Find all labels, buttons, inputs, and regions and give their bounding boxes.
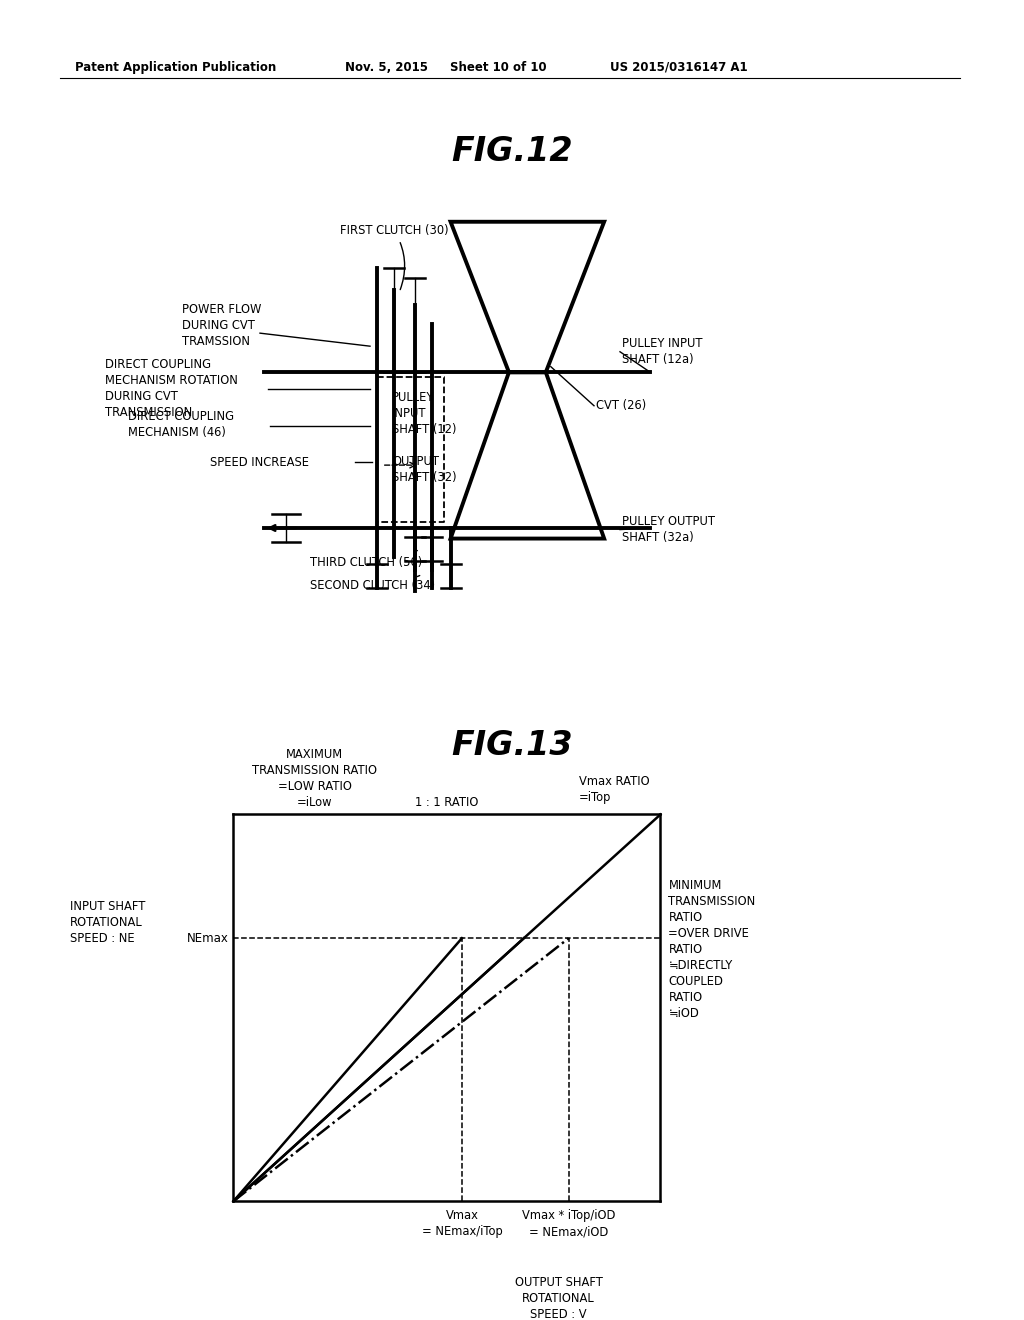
Text: DIRECT COUPLING
MECHANISM (46): DIRECT COUPLING MECHANISM (46) [128,409,234,438]
Text: FIRST CLUTCH (30): FIRST CLUTCH (30) [340,224,449,289]
Text: Sheet 10 of 10: Sheet 10 of 10 [450,61,547,74]
Text: OUTPUT SHAFT
ROTATIONAL
SPEED : V: OUTPUT SHAFT ROTATIONAL SPEED : V [515,1276,602,1320]
Text: FIG.12: FIG.12 [452,135,572,168]
Text: INPUT SHAFT
ROTATIONAL
SPEED : NE: INPUT SHAFT ROTATIONAL SPEED : NE [70,900,145,945]
Text: Nov. 5, 2015: Nov. 5, 2015 [345,61,428,74]
Text: PULLEY INPUT
SHAFT (12a): PULLEY INPUT SHAFT (12a) [622,338,702,366]
Text: Patent Application Publication: Patent Application Publication [75,61,276,74]
Text: SPEED INCREASE: SPEED INCREASE [210,455,309,469]
Text: MINIMUM
TRANSMISSION
RATIO
=OVER DRIVE
RATIO
≒DIRECTLY
COUPLED
RATIO
≒iOD: MINIMUM TRANSMISSION RATIO =OVER DRIVE R… [669,879,756,1020]
Text: NEmax: NEmax [186,932,228,945]
Text: 1 : 1 RATIO: 1 : 1 RATIO [416,796,478,809]
Text: US 2015/0316147 A1: US 2015/0316147 A1 [610,61,748,74]
Text: CVT (26): CVT (26) [596,399,646,412]
Text: OUTPUT
SHAFT (32): OUTPUT SHAFT (32) [392,454,457,483]
Text: SECOND CLUTCH (34): SECOND CLUTCH (34) [310,576,435,593]
Text: THIRD CLUTCH (50): THIRD CLUTCH (50) [310,550,422,569]
Text: POWER FLOW
DURING CVT
TRAMSSION: POWER FLOW DURING CVT TRAMSSION [182,304,261,348]
Text: Vmax * iTop/iOD
= NEmax/iOD: Vmax * iTop/iOD = NEmax/iOD [522,1209,615,1238]
Text: MAXIMUM
TRANSMISSION RATIO
=LOW RATIO
=iLow: MAXIMUM TRANSMISSION RATIO =LOW RATIO =i… [252,748,377,809]
Text: Vmax
= NEmax/iTop: Vmax = NEmax/iTop [422,1209,503,1238]
Text: PULLEY
INPUT
SHAFT (12): PULLEY INPUT SHAFT (12) [392,391,457,436]
Text: FIG.13: FIG.13 [452,729,572,762]
Text: DIRECT COUPLING
MECHANISM ROTATION
DURING CVT
TRANSMISSION: DIRECT COUPLING MECHANISM ROTATION DURIN… [105,359,238,420]
Text: PULLEY OUTPUT
SHAFT (32a): PULLEY OUTPUT SHAFT (32a) [622,515,715,544]
Text: Vmax RATIO
=iTop: Vmax RATIO =iTop [579,775,649,804]
